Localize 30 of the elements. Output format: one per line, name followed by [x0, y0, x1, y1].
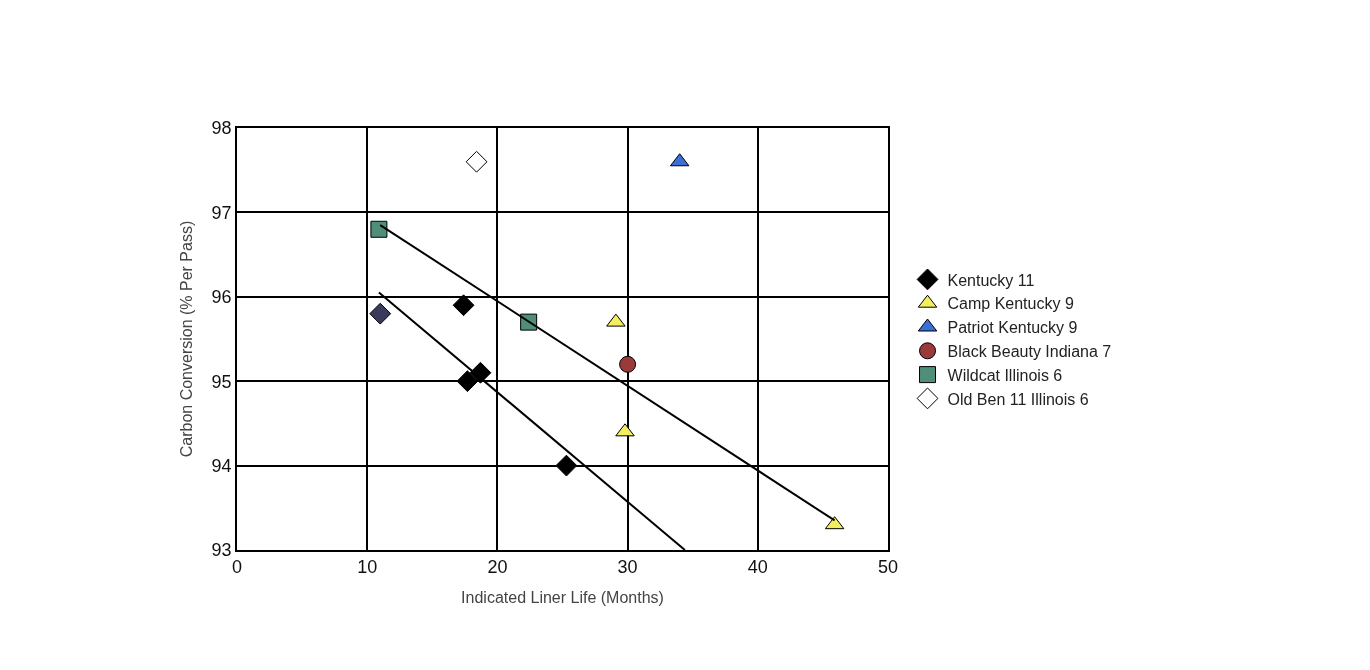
- y-tick-label: 93: [211, 540, 232, 561]
- y-tick-label: 96: [211, 287, 232, 308]
- legend-label: Kentucky 11: [947, 271, 1035, 289]
- legend-label: Old Ben 11 Illinois 6: [947, 390, 1089, 408]
- point: [452, 294, 475, 317]
- point: [606, 313, 626, 327]
- x-tick-label: 20: [487, 557, 508, 578]
- y-tick-label: 97: [211, 202, 232, 223]
- y-tick-label: 94: [211, 455, 232, 476]
- point: [370, 220, 388, 238]
- y-tick-label: 95: [211, 371, 232, 392]
- y-axis-title: Carbon Conversion (% Per Pass): [178, 220, 196, 458]
- x-tick-label: 40: [747, 557, 768, 578]
- x-axis-title: Indicated Liner Life (Months): [461, 588, 664, 606]
- point: [619, 355, 637, 373]
- legend-label: Wildcat Illinois 6: [947, 366, 1063, 384]
- legend-label: Patriot Kentucky 9: [947, 319, 1078, 337]
- y-tick-label: 98: [211, 118, 232, 139]
- point: [555, 454, 578, 477]
- point: [456, 370, 479, 393]
- legend-label: Black Beauty Indiana 7: [947, 343, 1112, 361]
- point: [469, 361, 492, 384]
- x-tick-label: 10: [357, 557, 378, 578]
- x-tick-label: 50: [877, 557, 899, 578]
- x-tick-label: 30: [617, 557, 638, 578]
- point: [369, 302, 392, 325]
- x-tick-label: 0: [231, 557, 243, 578]
- point: [615, 423, 635, 437]
- point: [465, 150, 488, 173]
- legend-label: Camp Kentucky 9: [947, 295, 1074, 313]
